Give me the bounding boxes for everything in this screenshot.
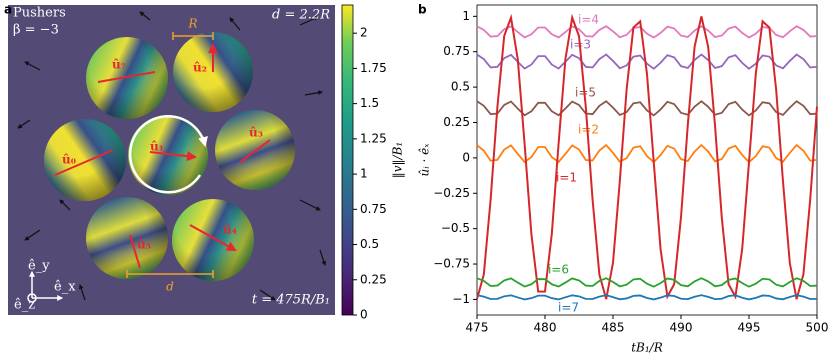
y-axis-label: ûᵢ · êₓ [418, 143, 432, 177]
x-axis-label: tB₁/R [631, 341, 663, 355]
y-tick-label: −0.75 [433, 257, 470, 271]
spheres [44, 32, 295, 281]
rotation-arrow [128, 115, 208, 194]
y-tick-label: 0.25 [443, 115, 470, 129]
basis-label: ê_z [14, 298, 35, 313]
flow-arrows [17, 11, 327, 301]
series-line [476, 13, 818, 300]
colorbar-tick-label: 1.75 [360, 61, 387, 75]
x-tick-label: 480 [534, 321, 557, 335]
series-label: i=6 [548, 263, 569, 277]
particle-label: û₂ [193, 61, 207, 75]
scale-bars [126, 32, 214, 278]
series-line [476, 277, 818, 288]
colorbar-tick-label: 1.25 [360, 131, 387, 145]
colorbar [341, 4, 354, 316]
model-label: Pushers [13, 6, 66, 21]
time-label: t = 475R/B₁ [252, 293, 330, 308]
series-label: i=5 [575, 86, 596, 100]
y-tick-label: 0.5 [451, 80, 470, 94]
x-tick-label: 475 [466, 321, 489, 335]
colorbar-tick-label: 1 [360, 167, 368, 181]
colorbar-label: ‖v‖/B₁ [391, 142, 405, 178]
orientation-arrows [54, 43, 271, 269]
series-label: i=4 [578, 13, 599, 27]
colorbar-tick-label: 0.25 [360, 272, 387, 286]
y-tick-label: −0.25 [433, 186, 470, 200]
series-line [476, 294, 818, 301]
x-tick-label: 485 [602, 321, 625, 335]
series-label: i=7 [558, 301, 579, 315]
panel-a: R d û₀ û₁ û₂ û₃ û₄ û₅ û₇ Pushers β = −3 … [4, 3, 405, 316]
spacing-label: d [166, 280, 174, 294]
basis-axes [27, 270, 64, 303]
y-tick-label: 1 [462, 9, 470, 23]
colorbar-tick-label: 0.75 [360, 202, 387, 216]
particle-label: û₃ [249, 126, 263, 140]
series-line [476, 100, 818, 117]
y-tick-label: 0.75 [443, 44, 470, 58]
series-label: i=1 [556, 171, 577, 185]
y-tick-label: −1 [452, 292, 470, 306]
basis-label: ê_y [28, 259, 50, 274]
colorbar-tick-label: 0.5 [360, 237, 379, 251]
series-line [476, 143, 818, 164]
particle-label: û₇ [112, 58, 126, 72]
panel-label: a [4, 3, 12, 17]
x-tick-label: 490 [670, 321, 693, 335]
particle-label: û₅ [137, 238, 151, 252]
colorbar-tick-label: 2 [360, 26, 368, 40]
panel-label: b [418, 3, 427, 17]
particle-label: û₀ [62, 153, 76, 167]
series-line [476, 25, 818, 39]
y-tick-label: −0.5 [441, 221, 470, 235]
radius-label: R [187, 17, 197, 31]
series-label: i=2 [578, 123, 599, 137]
particle-label: û₄ [223, 223, 237, 237]
x-tick-label: 495 [738, 321, 761, 335]
beta-label: β = −3 [13, 23, 59, 38]
spacing-text: d = 2.2R [272, 8, 330, 23]
x-tick-label: 500 [806, 321, 829, 335]
colorbar-tick-label: 1.5 [360, 96, 379, 110]
colorbar-tick-label: 0 [360, 308, 368, 322]
particle-label: û₁ [150, 140, 164, 154]
series-line [476, 53, 818, 70]
basis-label: ê_x [54, 280, 76, 295]
y-tick-label: 0 [462, 150, 470, 164]
